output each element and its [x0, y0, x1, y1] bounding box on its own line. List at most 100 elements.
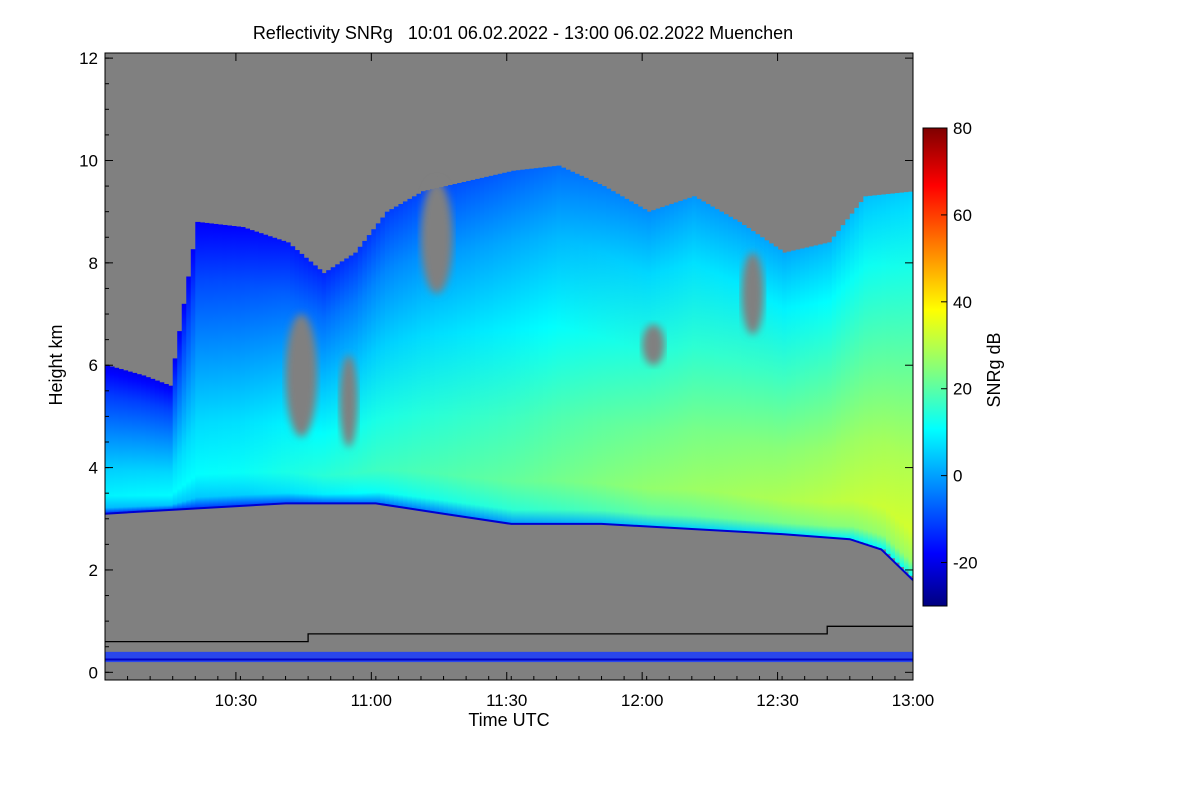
echo-column — [723, 214, 729, 531]
echo-column — [375, 223, 381, 504]
echo-column — [637, 206, 643, 526]
echo-column — [827, 242, 833, 538]
echo-column — [809, 246, 815, 537]
echo-column — [470, 179, 476, 518]
echo-column — [818, 244, 824, 537]
echo-column — [619, 196, 625, 525]
x-tick-label: 11:00 — [351, 691, 392, 710]
echo-column — [624, 198, 630, 526]
echo-column — [574, 173, 580, 524]
echo-column — [123, 370, 129, 513]
echo-column — [457, 183, 463, 516]
echo-column — [795, 249, 801, 536]
echo-column — [154, 380, 160, 511]
echo-column — [840, 225, 846, 539]
y-tick-label: 0 — [89, 663, 98, 682]
echo-column — [777, 249, 783, 534]
echo-column — [565, 169, 571, 524]
echo-column — [836, 230, 842, 539]
echo-column — [267, 236, 273, 505]
colorbar-tick-label: 0 — [953, 467, 962, 486]
echo-column — [628, 201, 634, 526]
echo-column — [132, 372, 138, 513]
echo-column — [903, 192, 910, 572]
echo-column — [393, 206, 400, 507]
clear-gap — [420, 180, 453, 294]
echo-column — [335, 264, 341, 504]
plot-frame — [104, 52, 914, 681]
echo-column — [208, 223, 214, 508]
echo-column — [244, 228, 251, 506]
echo-column — [195, 221, 201, 509]
echo-column — [330, 267, 336, 504]
echo-column — [664, 205, 670, 528]
echo-column — [118, 369, 124, 513]
echo-column — [673, 202, 679, 528]
echo-column — [551, 166, 557, 524]
echo-column — [357, 246, 363, 504]
y-axis: 0 2 4 6 8 10 12 — [79, 49, 913, 682]
echo-column — [908, 191, 913, 576]
echo-column — [845, 219, 851, 539]
echo-column — [759, 237, 765, 533]
echo-column — [678, 200, 684, 529]
echo-column — [159, 382, 165, 511]
echo-column — [488, 175, 494, 521]
echo-column — [804, 247, 810, 536]
echo-column — [434, 188, 440, 513]
echo-column — [560, 167, 567, 524]
echo-column — [669, 203, 675, 528]
echo-column — [262, 234, 269, 505]
echo-column — [732, 219, 738, 532]
clear-gap — [741, 252, 765, 335]
echo-column — [439, 187, 445, 513]
echo-column — [430, 189, 436, 512]
echo-column — [913, 191, 918, 580]
echo-column — [402, 201, 409, 508]
echo-column — [362, 240, 368, 504]
echo-column — [371, 229, 377, 504]
echo-column — [235, 226, 242, 507]
echo-column — [199, 222, 205, 509]
echo-column — [163, 383, 169, 511]
echo-column — [317, 269, 323, 504]
echo-column — [642, 209, 648, 527]
echo-column — [863, 196, 869, 544]
echo-column — [493, 174, 499, 522]
trace-line — [105, 625, 913, 643]
echo-column — [691, 196, 697, 530]
echo-column — [538, 167, 544, 524]
y-tick-label: 2 — [89, 561, 98, 580]
echo-column — [768, 243, 774, 534]
echo-column — [714, 209, 720, 531]
echo-column — [213, 223, 219, 508]
echo-column — [736, 221, 743, 532]
echo-column — [529, 168, 535, 524]
colorbar-tick-label: 80 — [953, 119, 972, 138]
colorbar-tick-label: 60 — [953, 206, 972, 225]
echo-column — [745, 228, 752, 533]
echo-column — [682, 199, 688, 529]
colorbar-ticks: -20 0 20 40 60 80 — [941, 119, 978, 573]
echo-column — [380, 217, 386, 505]
echo-column — [443, 186, 449, 514]
echo-column — [511, 170, 517, 524]
echo-column — [114, 367, 120, 514]
echo-column — [425, 190, 431, 511]
echo-column — [416, 193, 422, 510]
echo-column — [384, 211, 390, 505]
echo-column — [709, 206, 715, 531]
echo-column — [899, 192, 905, 568]
echo-column — [321, 273, 327, 504]
echo-column — [831, 236, 837, 538]
echo-column — [520, 169, 526, 524]
echo-column — [258, 233, 264, 505]
y-tick-label: 6 — [89, 356, 98, 375]
echo-column — [484, 176, 490, 520]
echo-column — [849, 213, 855, 540]
echo-column — [858, 202, 864, 543]
echo-column — [479, 177, 485, 520]
echo-column — [876, 194, 883, 549]
echo-column — [578, 175, 585, 524]
colorbar-tick-label: -20 — [953, 554, 978, 573]
